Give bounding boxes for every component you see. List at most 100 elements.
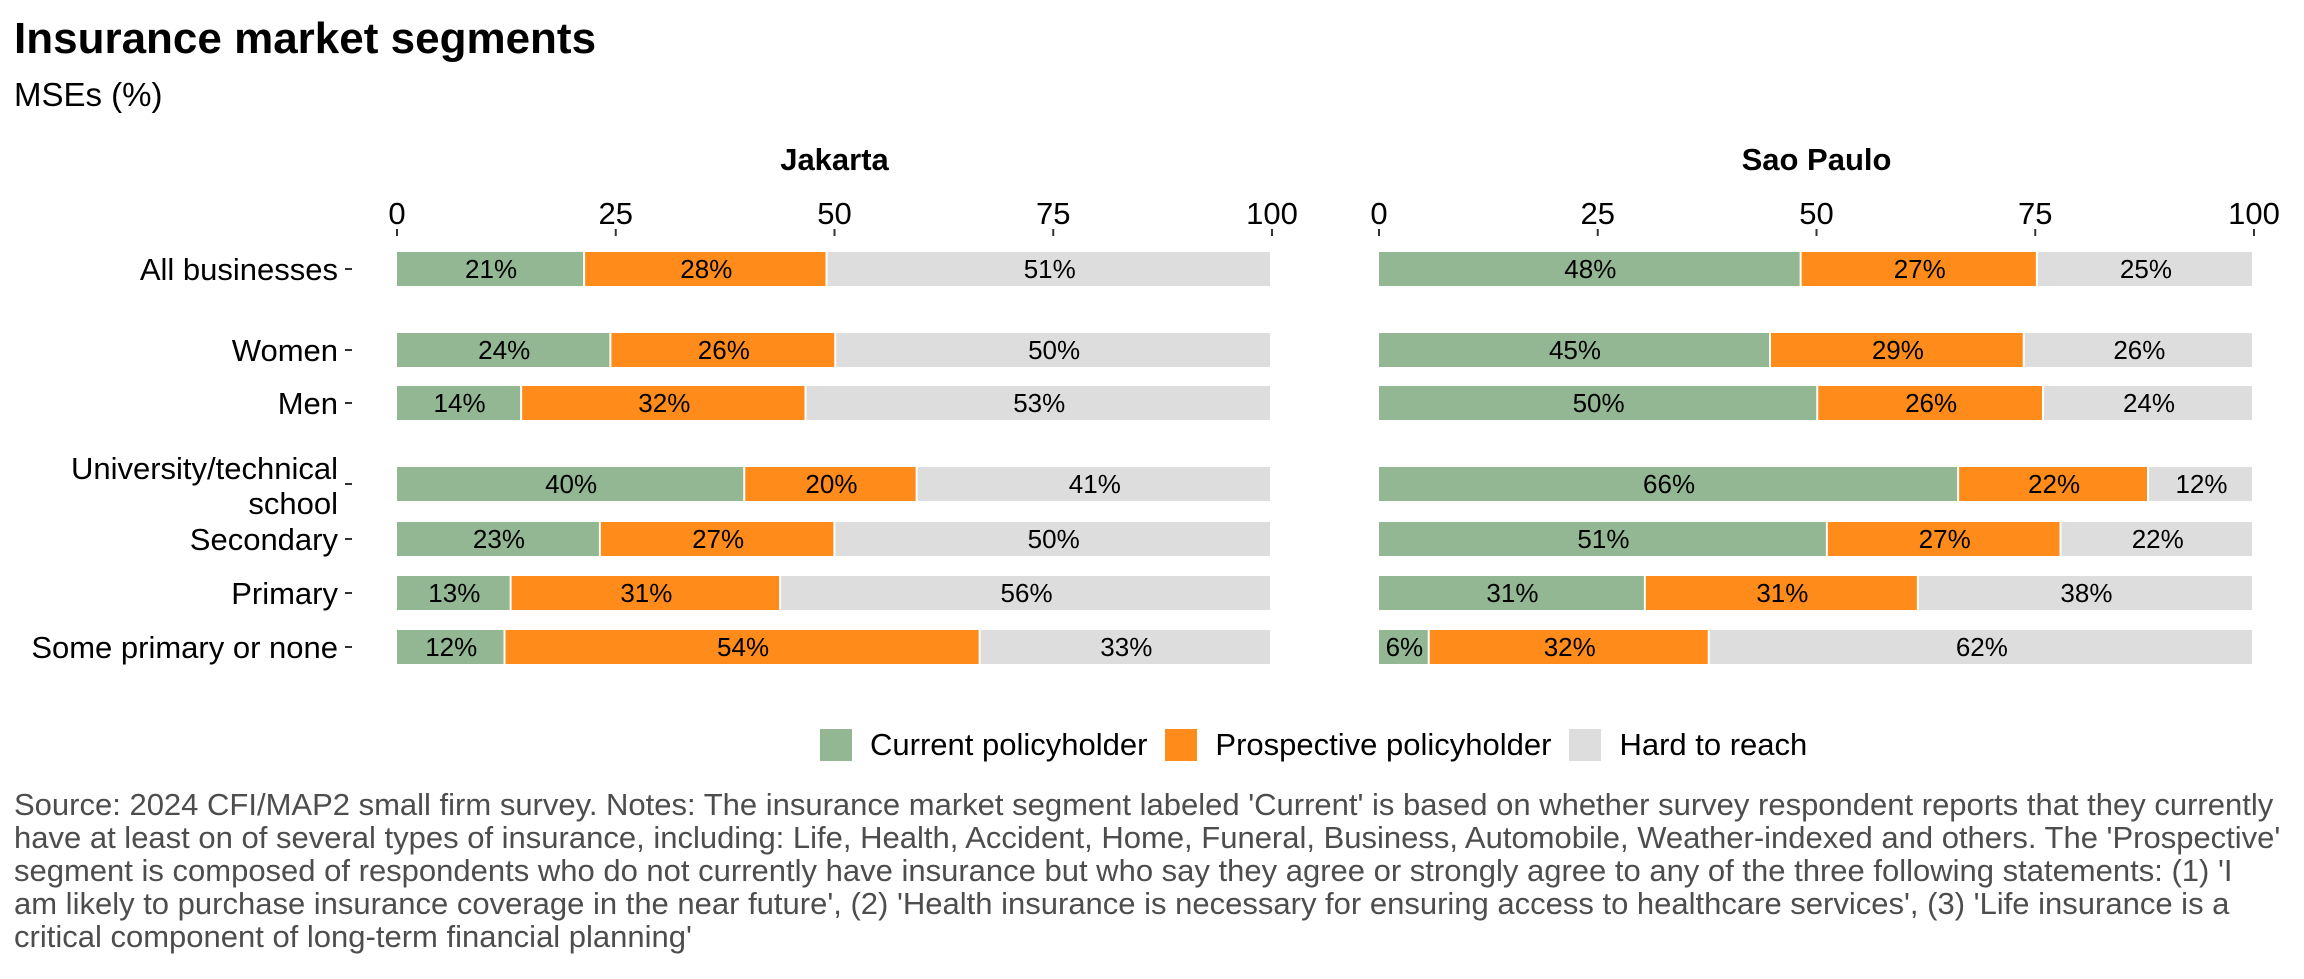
bar-sao-paulo-men-prospective-policyholder [1818,386,2042,420]
bar-label-jakarta-men-current-policyholder: 14% [434,388,486,418]
x-tick-label-sao-paulo-50: 50 [1799,196,1833,231]
bar-label-sao-paulo-men-hard-to-reach: 24% [2123,388,2175,418]
bar-label-sao-paulo-university-technical-current-policyholder: 66% [1643,469,1695,499]
bar-label-sao-paulo-secondary-current-policyholder: 51% [1577,524,1629,554]
bar-label-sao-paulo-primary-current-policyholder: 31% [1486,578,1538,608]
bar-sao-paulo-women-hard-to-reach [2024,333,2252,367]
bar-label-jakarta-university-technical-hard-to-reach: 41% [1069,469,1121,499]
bar-jakarta-primary-current-policyholder [397,576,510,610]
legend-item-hard-to-reach: Hard to reach [1569,727,1807,763]
bar-jakarta-men-hard-to-reach [806,386,1270,420]
bar-label-sao-paulo-some-primary-or-none-hard-to-reach: 62% [1956,632,2008,662]
bar-label-sao-paulo-university-technical-hard-to-reach: 12% [2175,469,2227,499]
bar-jakarta-women-hard-to-reach [836,333,1270,367]
bar-label-jakarta-men-prospective-policyholder: 32% [638,388,690,418]
bar-label-jakarta-some-primary-or-none-hard-to-reach: 33% [1100,632,1152,662]
bar-jakarta-secondary-prospective-policyholder [600,522,834,556]
bar-sao-paulo-primary-current-policyholder [1379,576,1644,610]
category-label-secondary: Secondary [190,522,339,557]
bar-sao-paulo-university-technical-hard-to-reach [2149,467,2252,501]
bar-label-sao-paulo-men-current-policyholder: 50% [1573,388,1625,418]
bar-label-jakarta-all-businesses-hard-to-reach: 51% [1024,254,1076,284]
bar-jakarta-some-primary-or-none-current-policyholder [397,630,504,664]
x-tick-label-jakarta-50: 50 [817,196,851,231]
category-label-school: school [248,486,338,521]
legend-label-prospective: Prospective policyholder [1215,727,1552,762]
bar-jakarta-all-businesses-prospective-policyholder [585,252,826,286]
legend-key-hard-to-reach [1569,729,1602,761]
x-tick-label-sao-paulo-25: 25 [1581,196,1615,231]
bar-label-jakarta-all-businesses-prospective-policyholder: 28% [680,254,732,284]
x-tick-label-jakarta-100: 100 [1246,196,1298,231]
bar-jakarta-some-primary-or-none-prospective-policyholder [505,630,979,664]
bar-label-sao-paulo-secondary-hard-to-reach: 22% [2132,524,2184,554]
bar-label-sao-paulo-primary-prospective-policyholder: 31% [1756,578,1808,608]
bar-jakarta-all-businesses-current-policyholder [397,252,584,286]
bar-label-jakarta-secondary-hard-to-reach: 50% [1028,524,1080,554]
bar-sao-paulo-university-technical-prospective-policyholder [1959,467,2147,501]
bar-label-jakarta-primary-prospective-policyholder: 31% [620,578,672,608]
bar-sao-paulo-some-primary-or-none-current-policyholder [1379,630,1428,664]
bar-label-sao-paulo-university-technical-prospective-policyholder: 22% [2028,469,2080,499]
bar-label-sao-paulo-all-businesses-prospective-policyholder: 27% [1894,254,1946,284]
bar-sao-paulo-all-businesses-current-policyholder [1379,252,1800,286]
bar-jakarta-secondary-current-policyholder [397,522,599,556]
x-tick-label-sao-paulo-100: 100 [2228,196,2280,231]
legend-key-current [820,729,852,761]
x-tick-label-jakarta-0: 0 [388,196,405,231]
bar-jakarta-secondary-hard-to-reach [835,522,1270,556]
bar-sao-paulo-university-technical-current-policyholder [1379,467,1958,501]
bar-label-sao-paulo-secondary-prospective-policyholder: 27% [1919,524,1971,554]
bar-sao-paulo-all-businesses-prospective-policyholder [1801,252,2036,286]
chart-area: All businesses Women Men University/technic… [31,142,2280,665]
bar-label-jakarta-women-current-policyholder: 24% [478,335,530,365]
bar-label-sao-paulo-women-hard-to-reach: 26% [2113,335,2165,365]
legend: Current policyholder Prospective policyh… [820,725,1825,765]
bar-sao-paulo-primary-hard-to-reach [1918,576,2252,610]
bar-label-jakarta-men-hard-to-reach: 53% [1013,388,1065,418]
bar-label-sao-paulo-all-businesses-current-policyholder: 48% [1564,254,1616,284]
bar-label-sao-paulo-all-businesses-hard-to-reach: 25% [2120,254,2172,284]
bar-jakarta-men-current-policyholder [397,386,521,420]
bar-jakarta-university-technical-hard-to-reach [917,467,1270,501]
bar-jakarta-all-businesses-hard-to-reach [827,252,1270,286]
chart-title: Insurance market segments [14,14,597,63]
bar-label-jakarta-university-technical-prospective-policyholder: 20% [805,469,857,499]
bar-sao-paulo-secondary-prospective-policyholder [1827,522,2060,556]
bar-sao-paulo-men-hard-to-reach [2044,386,2252,420]
legend-key-prospective [1165,729,1198,761]
bar-label-sao-paulo-men-prospective-policyholder: 26% [1905,388,1957,418]
bar-sao-paulo-some-primary-or-none-hard-to-reach [1709,630,2252,664]
bar-sao-paulo-secondary-hard-to-reach [2061,522,2252,556]
chart-subtitle: MSEs (%) [14,76,163,113]
bar-jakarta-women-current-policyholder [397,333,610,367]
panel-title-sao-paulo: Sao Paulo [1742,142,1892,177]
bar-jakarta-primary-prospective-policyholder [511,576,780,610]
bar-label-jakarta-primary-hard-to-reach: 56% [1001,578,1053,608]
category-label-all-businesses: All businesses [140,252,338,287]
category-label-primary: Primary [231,576,338,611]
bar-label-jakarta-some-primary-or-none-prospective-policyholder: 54% [717,632,769,662]
category-label-some-primary-or-none: Some primary or none [31,630,338,665]
bar-label-sao-paulo-women-current-policyholder: 45% [1549,335,1601,365]
bar-label-sao-paulo-women-prospective-policyholder: 29% [1872,335,1924,365]
bar-sao-paulo-secondary-current-policyholder [1379,522,1826,556]
bar-sao-paulo-all-businesses-hard-to-reach [2037,252,2252,286]
bar-jakarta-university-technical-current-policyholder [397,467,744,501]
bar-sao-paulo-primary-prospective-policyholder [1645,576,1917,610]
bar-sao-paulo-some-primary-or-none-prospective-policyholder [1429,630,1708,664]
bar-label-jakarta-all-businesses-current-policyholder: 21% [465,254,517,284]
category-label-women: Women [232,333,338,368]
x-tick-label-jakarta-75: 75 [1036,196,1070,231]
category-label-university-technical: University/technical [71,451,338,486]
bar-jakarta-men-prospective-policyholder [522,386,805,420]
bar-jakarta-women-prospective-policyholder [611,333,835,367]
panel-title-jakarta: Jakarta [780,142,889,177]
legend-item-prospective: Prospective policyholder [1165,727,1551,763]
bar-label-sao-paulo-some-primary-or-none-prospective-policyholder: 32% [1544,632,1596,662]
bar-label-jakarta-women-prospective-policyholder: 26% [698,335,750,365]
bar-label-jakarta-secondary-current-policyholder: 23% [473,524,525,554]
legend-label-hard-to-reach: Hard to reach [1619,727,1808,762]
bar-label-jakarta-some-primary-or-none-current-policyholder: 12% [425,632,477,662]
bar-sao-paulo-women-prospective-policyholder [1771,333,2023,367]
